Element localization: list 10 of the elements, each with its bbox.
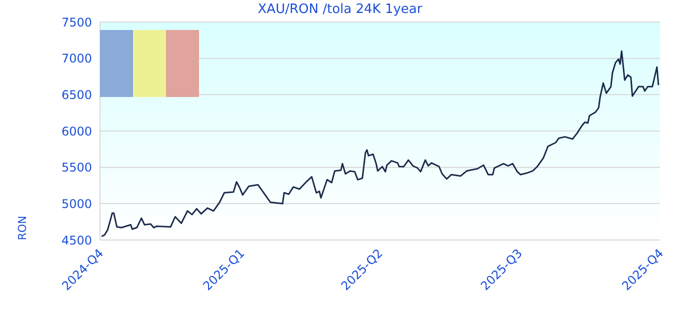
y-tick-label: 6000 bbox=[61, 124, 92, 138]
y-tick-label: 4500 bbox=[61, 233, 92, 248]
y-tick-label: 7500 bbox=[61, 15, 92, 30]
y-tick-label: 6500 bbox=[61, 88, 92, 102]
chart-title: XAU/RON /tola 24K 1year bbox=[256, 2, 424, 17]
y-tick-label: 5000 bbox=[61, 196, 92, 211]
y-tick-label: 5500 bbox=[61, 160, 92, 175]
line-series bbox=[100, 50, 660, 238]
y-tick-label: 7000 bbox=[61, 52, 92, 66]
y-axis-title: RON bbox=[16, 216, 29, 240]
